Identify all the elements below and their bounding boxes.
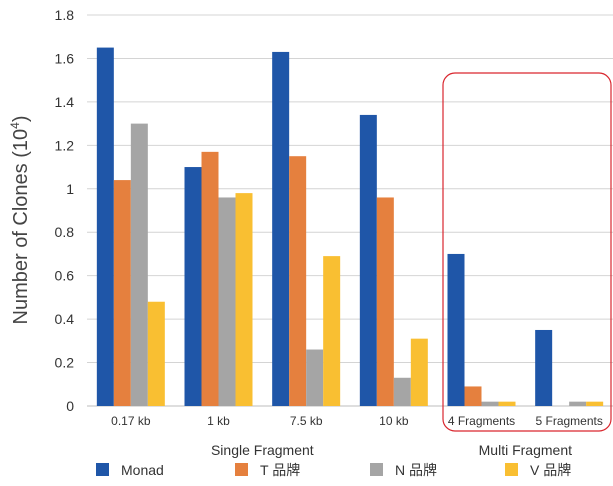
bar [359, 114, 377, 406]
y-tick-label: 0 [66, 398, 74, 414]
legend-label: Monad [121, 462, 164, 478]
legend-swatch [505, 463, 518, 476]
y-tick-label: 0.6 [55, 268, 75, 284]
y-tick-label: 0.4 [55, 311, 75, 327]
bar [498, 401, 516, 406]
x-tick-label: 1 kb [207, 414, 230, 428]
x-axis-category-labels: 0.17 kb 1 kb 7.5 kb 10 kb 4 Fragments 5 Fragm… [111, 414, 603, 428]
bar [184, 167, 202, 406]
bar [393, 377, 411, 406]
bar [586, 401, 604, 406]
bar [235, 193, 253, 406]
x-tick-label: 7.5 kb [290, 414, 323, 428]
x-tick-label: 10 kb [379, 414, 409, 428]
bar [447, 253, 465, 406]
x-tick-label: 0.17 kb [111, 414, 151, 428]
y-tick-label: 1 [66, 181, 74, 197]
y-tick-label: 0.2 [55, 355, 75, 371]
y-tick-label: 1.6 [55, 50, 75, 66]
bar [569, 401, 587, 406]
bar [535, 329, 553, 406]
multi-fragment-highlight-box [442, 72, 612, 432]
legend: Monad T 品牌 N 品牌 V 品牌 [96, 462, 571, 478]
bar [464, 386, 482, 406]
y-axis-label: Number of Clones (104) [8, 115, 32, 324]
bar [323, 256, 341, 406]
legend-label: T 品牌 [260, 462, 300, 478]
bar [306, 349, 324, 406]
bar [96, 47, 114, 406]
y-axis-ticks: 0 0.2 0.4 0.6 0.8 1 1.2 1.4 1.6 1.8 [55, 7, 75, 414]
grid-lines [87, 14, 613, 407]
legend-swatch [235, 463, 248, 476]
legend-swatch [96, 463, 109, 476]
bar [289, 156, 307, 406]
legend-label: N 品牌 [395, 462, 437, 478]
bars [96, 47, 604, 407]
bar [201, 151, 219, 406]
bar [481, 401, 499, 406]
bar [410, 338, 428, 406]
y-tick-label: 1.8 [55, 7, 75, 23]
bar [147, 301, 165, 406]
bar [130, 123, 148, 406]
x-tick-label: 5 Fragments [535, 414, 602, 428]
bar [218, 197, 236, 406]
legend-swatch [370, 463, 383, 476]
y-tick-label: 0.8 [55, 224, 75, 240]
bar [113, 180, 131, 406]
bar [376, 197, 394, 406]
y-tick-label: 1.2 [55, 137, 75, 153]
group-label-multi-fragment: Multi Fragment [479, 442, 572, 458]
group-label-single-fragment: Single Fragment [211, 442, 314, 458]
bar [272, 51, 290, 407]
x-tick-label: 4 Fragments [448, 414, 515, 428]
legend-label: V 品牌 [530, 462, 571, 478]
y-tick-label: 1.4 [55, 94, 75, 110]
